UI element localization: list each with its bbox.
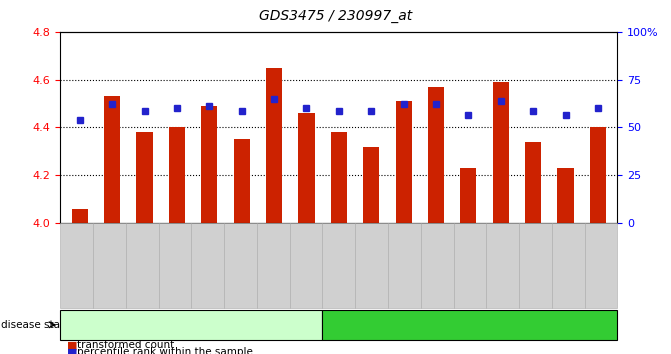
Bar xyxy=(493,82,509,223)
Bar xyxy=(201,106,217,223)
Bar xyxy=(363,147,379,223)
Text: percentile rank within the sample: percentile rank within the sample xyxy=(77,347,253,354)
Bar xyxy=(331,132,347,223)
Bar xyxy=(395,101,412,223)
Bar xyxy=(169,127,185,223)
Text: transformed count: transformed count xyxy=(77,340,174,350)
Bar xyxy=(266,68,282,223)
Bar xyxy=(460,168,476,223)
Text: LGMD2A: LGMD2A xyxy=(168,320,215,330)
Bar xyxy=(72,209,88,223)
Text: control: control xyxy=(451,320,489,330)
Bar xyxy=(525,142,541,223)
Text: disease state: disease state xyxy=(1,320,70,330)
Text: ■: ■ xyxy=(67,347,78,354)
Bar xyxy=(299,113,315,223)
Bar xyxy=(590,127,606,223)
Bar xyxy=(234,139,250,223)
Bar xyxy=(558,168,574,223)
Bar xyxy=(104,96,120,223)
Bar xyxy=(136,132,153,223)
Text: GDS3475 / 230997_at: GDS3475 / 230997_at xyxy=(259,9,412,23)
Bar xyxy=(428,87,444,223)
Text: ■: ■ xyxy=(67,340,78,350)
